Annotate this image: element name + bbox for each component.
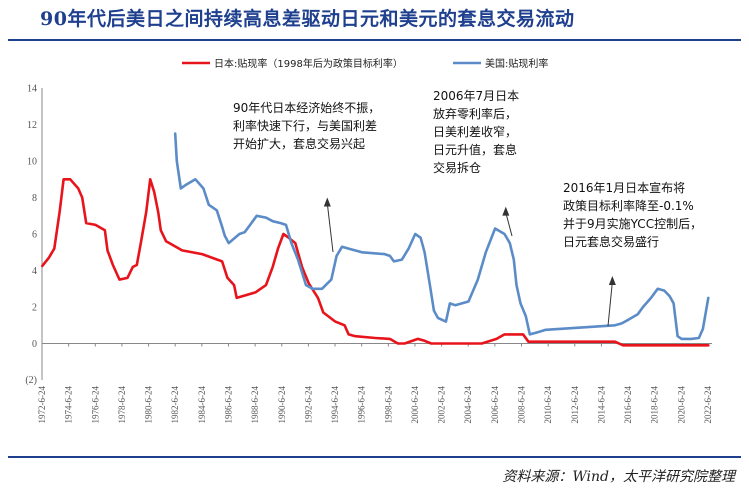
x-tick-label: 2020-6-24 xyxy=(676,386,686,424)
annotation-text: 90年代日本经济始终不振， 利率快速下行，与美国利差开始扩大，套息交易兴起 xyxy=(233,100,380,151)
y-tick-label: 6 xyxy=(32,230,37,241)
annotation-line: 2016年1月日本宣布将 xyxy=(563,180,685,195)
annotation-line: 政策目标利率降至-0.1% xyxy=(563,198,694,213)
y-tick-label: 8 xyxy=(32,193,37,204)
annotation-line: 日元套息交易盛行 xyxy=(563,234,659,249)
annotation-line: 日元升值，套息 xyxy=(433,142,517,157)
x-tick-label: 2012-6-24 xyxy=(570,386,580,424)
annotation-line: 利率快速下行，与美国利差 xyxy=(233,118,377,133)
annotation-line: 交易拆仓 xyxy=(433,160,481,175)
x-tick-label: 1994-6-24 xyxy=(330,386,340,424)
annotation-arrow-head xyxy=(608,275,616,285)
y-tick-label: 4 xyxy=(32,266,37,277)
x-tick-label: 1990-6-24 xyxy=(277,386,287,424)
x-tick-label: 2010-6-24 xyxy=(543,386,553,424)
annotation-line: 日美利差收窄， xyxy=(433,124,517,139)
y-tick-label: 10 xyxy=(27,157,37,168)
x-tick-label: 1988-6-24 xyxy=(250,386,260,424)
x-tick-label: 1974-6-24 xyxy=(64,386,74,424)
x-tick-label: 1976-6-24 xyxy=(90,386,100,424)
x-tick-label: 1984-6-24 xyxy=(197,386,207,424)
x-tick-label: 1998-6-24 xyxy=(383,386,393,424)
series-lines xyxy=(41,132,710,347)
x-tick-label: 2018-6-24 xyxy=(650,386,660,424)
title-divider xyxy=(8,39,741,41)
annotation-arrow-head xyxy=(323,197,331,207)
x-tick-label: 1996-6-24 xyxy=(357,386,367,424)
annotation-arrow-shaft xyxy=(326,203,334,253)
x-tick-label: 1972-6-24 xyxy=(37,386,47,424)
x-tick-label: 2002-6-24 xyxy=(437,386,447,424)
y-tick-label: 0 xyxy=(32,339,37,350)
annotation-text: 2006年7月日本放弃零利率后， 日美利差收窄， 日元升值，套息交易拆仓 xyxy=(433,89,519,175)
x-tick-label: 1978-6-24 xyxy=(117,386,127,424)
annotations: 90年代日本经济始终不振， 利率快速下行，与美国利差开始扩大，套息交易兴起 2006… xyxy=(233,89,702,327)
annotation-text: 2016年1月日本宣布将政策目标利率降至-0.1% 并于9月实施YCC控制后， 日元… xyxy=(563,180,702,249)
annotation-arrow-head xyxy=(502,206,510,216)
x-tick-label: 2016-6-24 xyxy=(623,386,633,424)
source-note: 资料来源：Wind，太平洋研究院整理 xyxy=(502,469,735,485)
footer-divider xyxy=(8,456,741,458)
x-tick-label: 1980-6-24 xyxy=(144,386,154,424)
x-tick-label: 2006-6-24 xyxy=(490,386,500,424)
rate-chart: 日本:贴现率（1998年后为政策目标利率） 美国:贴现利率 14 12 10 8 6 4 2… xyxy=(25,57,713,424)
y-tick-label: 14 xyxy=(27,84,37,95)
x-tick-label: 2022-6-24 xyxy=(703,386,713,424)
y-tick-label: 12 xyxy=(27,120,37,131)
annotation-arrow-shaft xyxy=(505,212,513,237)
page-title: 90年代后美日之间持续高息差驱动日元和美元的套息交易流动 xyxy=(40,8,575,30)
y-tick-label: 2 xyxy=(32,303,37,314)
x-tick-label: 2004-6-24 xyxy=(463,386,473,424)
legend-label-japan: 日本:贴现率（1998年后为政策目标利率） xyxy=(214,57,403,70)
annotation-line: 90年代日本经济始终不振， xyxy=(233,100,380,115)
us-rate-line xyxy=(173,132,710,341)
x-tick-label: 1982-6-24 xyxy=(170,386,180,424)
x-tick-label: 2014-6-24 xyxy=(596,386,606,424)
y-tick-label: (2) xyxy=(25,375,37,386)
annotation-line: 放弃零利率后， xyxy=(433,106,517,121)
annotation-arrow-shaft xyxy=(607,281,613,327)
annotation-line: 开始扩大，套息交易兴起 xyxy=(233,136,365,151)
chart-legend: 日本:贴现率（1998年后为政策目标利率） 美国:贴现利率 xyxy=(182,57,548,70)
annotation-line: 并于9月实施YCC控制后， xyxy=(563,216,702,231)
x-tick-label: 1986-6-24 xyxy=(223,386,233,424)
axes: 14 12 10 8 6 4 2 0 (2)1972-6-24 1974-6-24 1976-6-2… xyxy=(25,84,713,424)
japan-rate-line xyxy=(41,178,710,347)
x-tick-label: 2000-6-24 xyxy=(410,386,420,424)
x-tick-label: 1992-6-24 xyxy=(303,386,313,424)
x-tick-label: 2008-6-24 xyxy=(517,386,527,424)
annotation-line: 2006年7月日本 xyxy=(433,89,519,103)
legend-label-us: 美国:贴现利率 xyxy=(485,57,548,70)
